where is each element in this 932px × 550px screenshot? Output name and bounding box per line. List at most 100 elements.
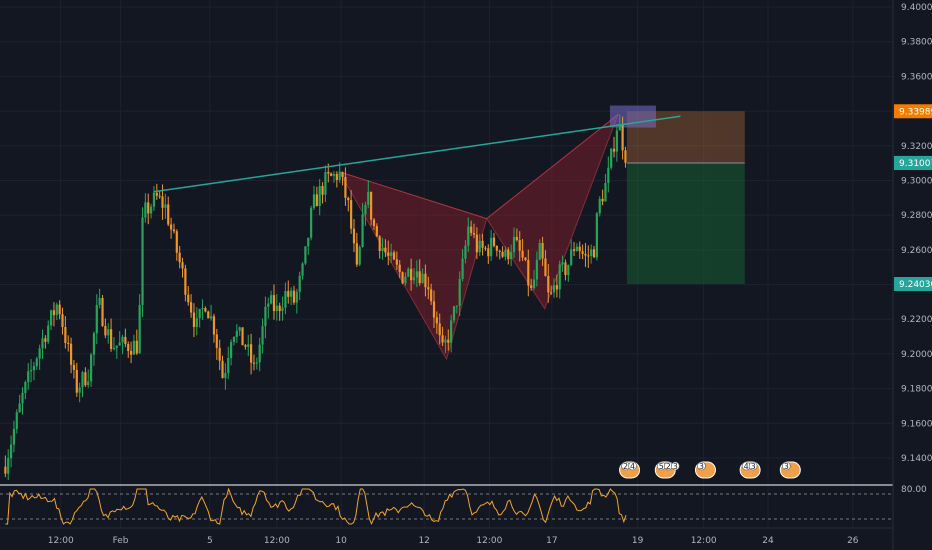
candle-body xyxy=(321,186,324,195)
candle-body xyxy=(367,191,370,205)
candle-body xyxy=(84,372,87,386)
candle-body xyxy=(541,243,544,259)
candle-body xyxy=(592,249,596,258)
candle-body xyxy=(187,294,190,303)
candle-body xyxy=(307,237,310,247)
candle-body xyxy=(512,236,516,252)
candle-body xyxy=(132,340,136,355)
candle-body xyxy=(535,259,538,280)
trendline[interactable] xyxy=(153,115,681,193)
candle-body xyxy=(464,245,467,259)
candle-body xyxy=(544,258,547,277)
event-count-badge xyxy=(748,461,758,471)
candle-body xyxy=(164,204,167,208)
candle-body xyxy=(550,292,553,294)
candle-body xyxy=(141,217,144,305)
candle-body xyxy=(618,124,621,131)
candle-body xyxy=(555,285,558,290)
candle-body xyxy=(507,249,510,260)
candle-body xyxy=(81,372,84,388)
candle-body xyxy=(495,245,498,251)
candle-body xyxy=(570,249,573,265)
candle-body xyxy=(44,338,47,342)
candle-body xyxy=(547,276,550,293)
candle-body xyxy=(504,249,507,257)
event-count-label: 2 xyxy=(666,462,671,471)
candle-body xyxy=(27,371,30,383)
pattern-leg-xb xyxy=(339,171,487,220)
candle-body xyxy=(604,183,607,202)
price-tick-label: 9.16000 xyxy=(901,419,932,429)
price-tag xyxy=(894,277,932,292)
candle-body xyxy=(452,306,456,321)
candle-body xyxy=(355,243,358,265)
candle-body xyxy=(195,318,198,328)
candle-body xyxy=(487,248,490,257)
candle-body xyxy=(581,251,584,254)
candle-body xyxy=(112,347,116,349)
event-count-label: 4 xyxy=(630,462,635,471)
candle-body xyxy=(601,198,604,202)
candle-body xyxy=(410,268,413,281)
candle-body xyxy=(407,268,410,277)
candle-body xyxy=(21,392,24,404)
rsi-line xyxy=(5,487,627,526)
candle-body xyxy=(472,233,476,235)
candle-body xyxy=(412,277,416,281)
candle-body xyxy=(427,287,430,290)
candle-body xyxy=(198,308,201,319)
candle-body xyxy=(361,214,364,248)
candle-body xyxy=(115,345,118,348)
candle-body xyxy=(364,204,367,215)
candle-body xyxy=(255,362,258,364)
candle-body xyxy=(201,308,204,310)
candles xyxy=(4,114,627,481)
price-tick-label: 9.22000 xyxy=(901,315,932,325)
candle-body xyxy=(18,403,21,413)
candle-body xyxy=(558,264,561,290)
candle-body xyxy=(92,333,96,355)
time-axis[interactable]: 12:00 Feb 5 12:00 10 12 12:00 17 19 12:00 24 26 xyxy=(48,536,859,546)
candle-body xyxy=(470,226,473,234)
candle-body xyxy=(152,192,156,207)
candle-body xyxy=(387,252,390,256)
candle-body xyxy=(381,247,384,252)
candle-body xyxy=(227,358,230,374)
candle-body xyxy=(230,342,233,359)
candle-body xyxy=(481,240,484,248)
candle-body xyxy=(178,252,181,263)
candle-body xyxy=(392,252,396,260)
candle-body xyxy=(107,329,110,336)
price-tags: 9.339899.310299.310079.24030 xyxy=(894,104,932,292)
candle-body xyxy=(167,204,170,225)
candle-body xyxy=(98,298,101,305)
candle-body xyxy=(435,317,438,324)
candle-body xyxy=(138,304,141,354)
candle-body xyxy=(432,301,436,318)
candle-body xyxy=(87,381,90,386)
price-tag xyxy=(894,155,932,170)
time-tick-label: 24 xyxy=(762,536,774,546)
candle-body xyxy=(484,247,487,249)
event-icon-group: 3 xyxy=(779,461,801,479)
candle-body xyxy=(530,285,533,288)
event-count-badge xyxy=(782,461,791,471)
rsi-pane xyxy=(0,484,893,529)
event-count-label: 2 xyxy=(623,462,628,471)
price-tick-label: 9.20000 xyxy=(901,350,932,360)
candle-body xyxy=(61,314,64,328)
candle-body xyxy=(378,236,381,252)
candle-body xyxy=(298,275,301,292)
candle-body xyxy=(95,304,98,334)
long-short-position-tool[interactable] xyxy=(626,111,745,285)
candle-body xyxy=(124,336,127,344)
candle-body xyxy=(352,228,356,244)
candle-body xyxy=(158,195,161,197)
candle-body xyxy=(192,312,196,328)
candle-body xyxy=(312,194,316,208)
candle-body xyxy=(404,276,407,284)
